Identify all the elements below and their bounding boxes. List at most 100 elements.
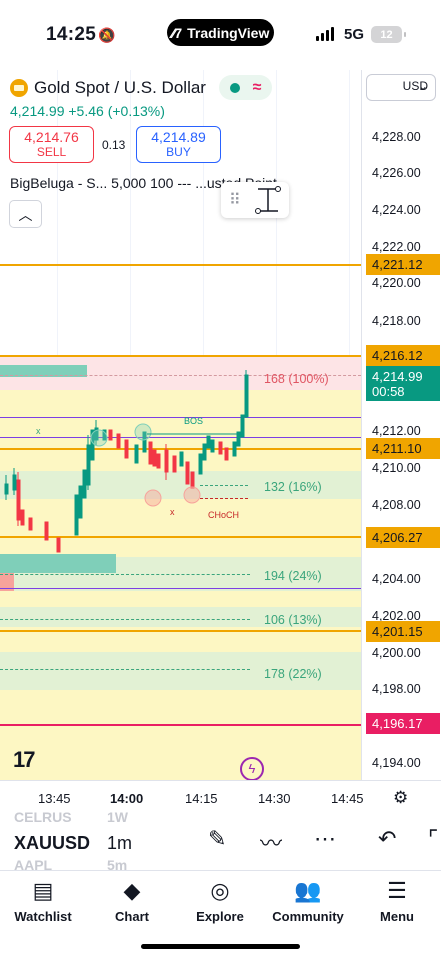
drawing-tool-popup[interactable]: ⠿ bbox=[221, 182, 289, 218]
chart-canvas[interactable]: x x BOS CHoCH 168 (100%) 132 (16%) 194 (… bbox=[0, 70, 361, 780]
undo-icon[interactable]: ↶ bbox=[378, 826, 397, 851]
price-tick: 4,228.00 bbox=[372, 130, 421, 144]
time-tick: 14:30 bbox=[258, 791, 291, 806]
level-line bbox=[0, 448, 361, 450]
level-badge: 4,206.27 bbox=[366, 527, 440, 548]
price-tick: 4,224.00 bbox=[372, 203, 421, 217]
tab-menu[interactable]: ☰ Menu bbox=[352, 877, 441, 924]
watchlist-icon: ▤ bbox=[32, 878, 54, 903]
tradingview-logo-icon: ⁄⁄7 bbox=[171, 24, 183, 41]
bearish-candles bbox=[16, 429, 229, 553]
ghost-symbol: CELRUS bbox=[14, 809, 72, 825]
zone-label-2: 132 (16%) bbox=[264, 480, 322, 494]
demand-zone-4 bbox=[0, 652, 361, 690]
tradingview-watermark-icon[interactable]: 17 bbox=[13, 747, 36, 772]
ghost-interval: 1W bbox=[107, 809, 128, 825]
settings-icon[interactable]: ⚙ bbox=[393, 788, 409, 807]
level-line bbox=[0, 437, 361, 438]
price-tick: 4,194.00 bbox=[372, 756, 421, 770]
bell-muted-icon: 🔕 bbox=[98, 27, 116, 43]
gold-icon bbox=[10, 79, 28, 97]
spread: 0.13 bbox=[102, 138, 126, 152]
level-line bbox=[0, 355, 361, 357]
level-line bbox=[0, 417, 361, 418]
indicators-icon[interactable]: 〰 bbox=[260, 831, 283, 856]
dashed-line bbox=[0, 574, 250, 575]
time-axis[interactable]: 13:45 14:00 14:15 14:30 14:45 ⚙ bbox=[0, 780, 441, 812]
level-badge: 4,216.12 bbox=[366, 345, 440, 366]
x-marker: x bbox=[36, 426, 41, 436]
battery-icon: 12 bbox=[371, 26, 406, 43]
zone-label-3: 194 (24%) bbox=[264, 569, 322, 583]
dashed-line bbox=[0, 669, 250, 670]
indicator-legend[interactable]: BigBeluga - S... 5,000 100 --- ...usted … bbox=[10, 175, 277, 191]
network-type: 5G bbox=[344, 26, 365, 43]
time-tick: 14:15 bbox=[185, 791, 218, 806]
symbol-selector[interactable]: XAUUSD bbox=[14, 833, 91, 853]
bullish-candles bbox=[4, 370, 249, 536]
current-price-badge: 4,214.99 00:58 bbox=[366, 366, 440, 401]
price-tick: 4,222.00 bbox=[372, 240, 421, 254]
price-tick: 4,200.00 bbox=[372, 646, 421, 660]
time-tick: 14:45 bbox=[331, 791, 364, 806]
app-pill[interactable]: ⁄⁄7 TradingView bbox=[167, 19, 274, 46]
sell-button[interactable]: 4,214.76 SELL bbox=[9, 126, 94, 163]
flash-icon[interactable]: ϟ bbox=[240, 757, 264, 781]
compass-icon: ◎ bbox=[210, 878, 230, 903]
zone-label-4: 106 (13%) bbox=[264, 613, 322, 627]
more-icon[interactable]: ⋯ bbox=[314, 826, 336, 851]
chevron-up-icon[interactable]: ︿ bbox=[9, 200, 42, 228]
tab-bar: ▤ Watchlist ◆ Chart ◎ Explore 👥 Communit… bbox=[0, 870, 441, 960]
tab-community[interactable]: 👥 Community bbox=[263, 877, 353, 924]
level-line bbox=[0, 588, 361, 589]
demand-zone-1 bbox=[0, 471, 361, 499]
instrument-title[interactable]: Gold Spot / U.S. Dollar bbox=[10, 78, 206, 98]
price-tick: 4,212.00 bbox=[372, 424, 421, 438]
level-line bbox=[0, 536, 361, 538]
ghost-symbol: AAPL bbox=[14, 857, 53, 873]
price-tick: 4,204.00 bbox=[372, 572, 421, 586]
pen-icon[interactable]: ✎ bbox=[208, 826, 227, 851]
time-tick: 13:45 bbox=[38, 791, 71, 806]
price-tick: 4,208.00 bbox=[372, 498, 421, 512]
zone-label-5: 178 (22%) bbox=[264, 667, 322, 681]
price-tick: 4,218.00 bbox=[372, 314, 421, 328]
price-tick: 4,226.00 bbox=[372, 166, 421, 180]
home-indicator[interactable] bbox=[141, 944, 300, 949]
choch-label: CHoCH bbox=[208, 510, 240, 520]
price-tick: 4,220.00 bbox=[372, 276, 421, 290]
drag-handle-icon[interactable]: ⠿ bbox=[229, 192, 241, 209]
level-badge: 4,221.12 bbox=[366, 254, 440, 275]
measure-tool-icon[interactable] bbox=[254, 186, 281, 214]
level-badge: 4,201.15 bbox=[366, 621, 440, 642]
status-bar: 14:25 🔕 ⁄⁄7 TradingView 5G 12 bbox=[0, 0, 441, 70]
dashed-line bbox=[0, 375, 361, 376]
tab-chart[interactable]: ◆ Chart bbox=[87, 877, 177, 924]
dashed-line bbox=[200, 498, 248, 499]
fullscreen-icon[interactable]: ⌜ bbox=[428, 826, 439, 851]
candlestick-series bbox=[4, 370, 249, 553]
level-line bbox=[0, 630, 361, 632]
tab-watchlist[interactable]: ▤ Watchlist bbox=[0, 877, 88, 924]
chevron-down-icon: ⌄ bbox=[417, 79, 428, 93]
teal-block bbox=[0, 365, 87, 377]
time-tick: 14:00 bbox=[110, 791, 144, 806]
market-status[interactable]: ≈ bbox=[219, 75, 272, 100]
bos-label: BOS bbox=[184, 416, 204, 426]
dashed-line bbox=[200, 485, 248, 486]
price-tick: 4,198.00 bbox=[372, 682, 421, 696]
demand-zone-3 bbox=[0, 607, 361, 627]
menu-icon: ☰ bbox=[387, 878, 407, 903]
dashed-line bbox=[0, 619, 250, 620]
currency-select[interactable]: USD ⌄ bbox=[366, 74, 436, 101]
buy-button[interactable]: 4,214.89 BUY bbox=[136, 126, 221, 163]
interval-selector[interactable]: 1m bbox=[107, 833, 133, 853]
wave-icon: ≈ bbox=[252, 78, 262, 96]
tab-explore[interactable]: ◎ Explore bbox=[175, 877, 265, 924]
structure-markers bbox=[90, 423, 152, 447]
bottom-toolbar bbox=[0, 812, 441, 870]
price-axis[interactable]: 4,228.00 4,226.00 4,224.00 4,222.00 4,22… bbox=[361, 70, 441, 780]
zone-label-1: 168 (100%) bbox=[264, 372, 329, 386]
teal-block-2 bbox=[0, 554, 116, 573]
x-marker: x bbox=[170, 507, 175, 517]
